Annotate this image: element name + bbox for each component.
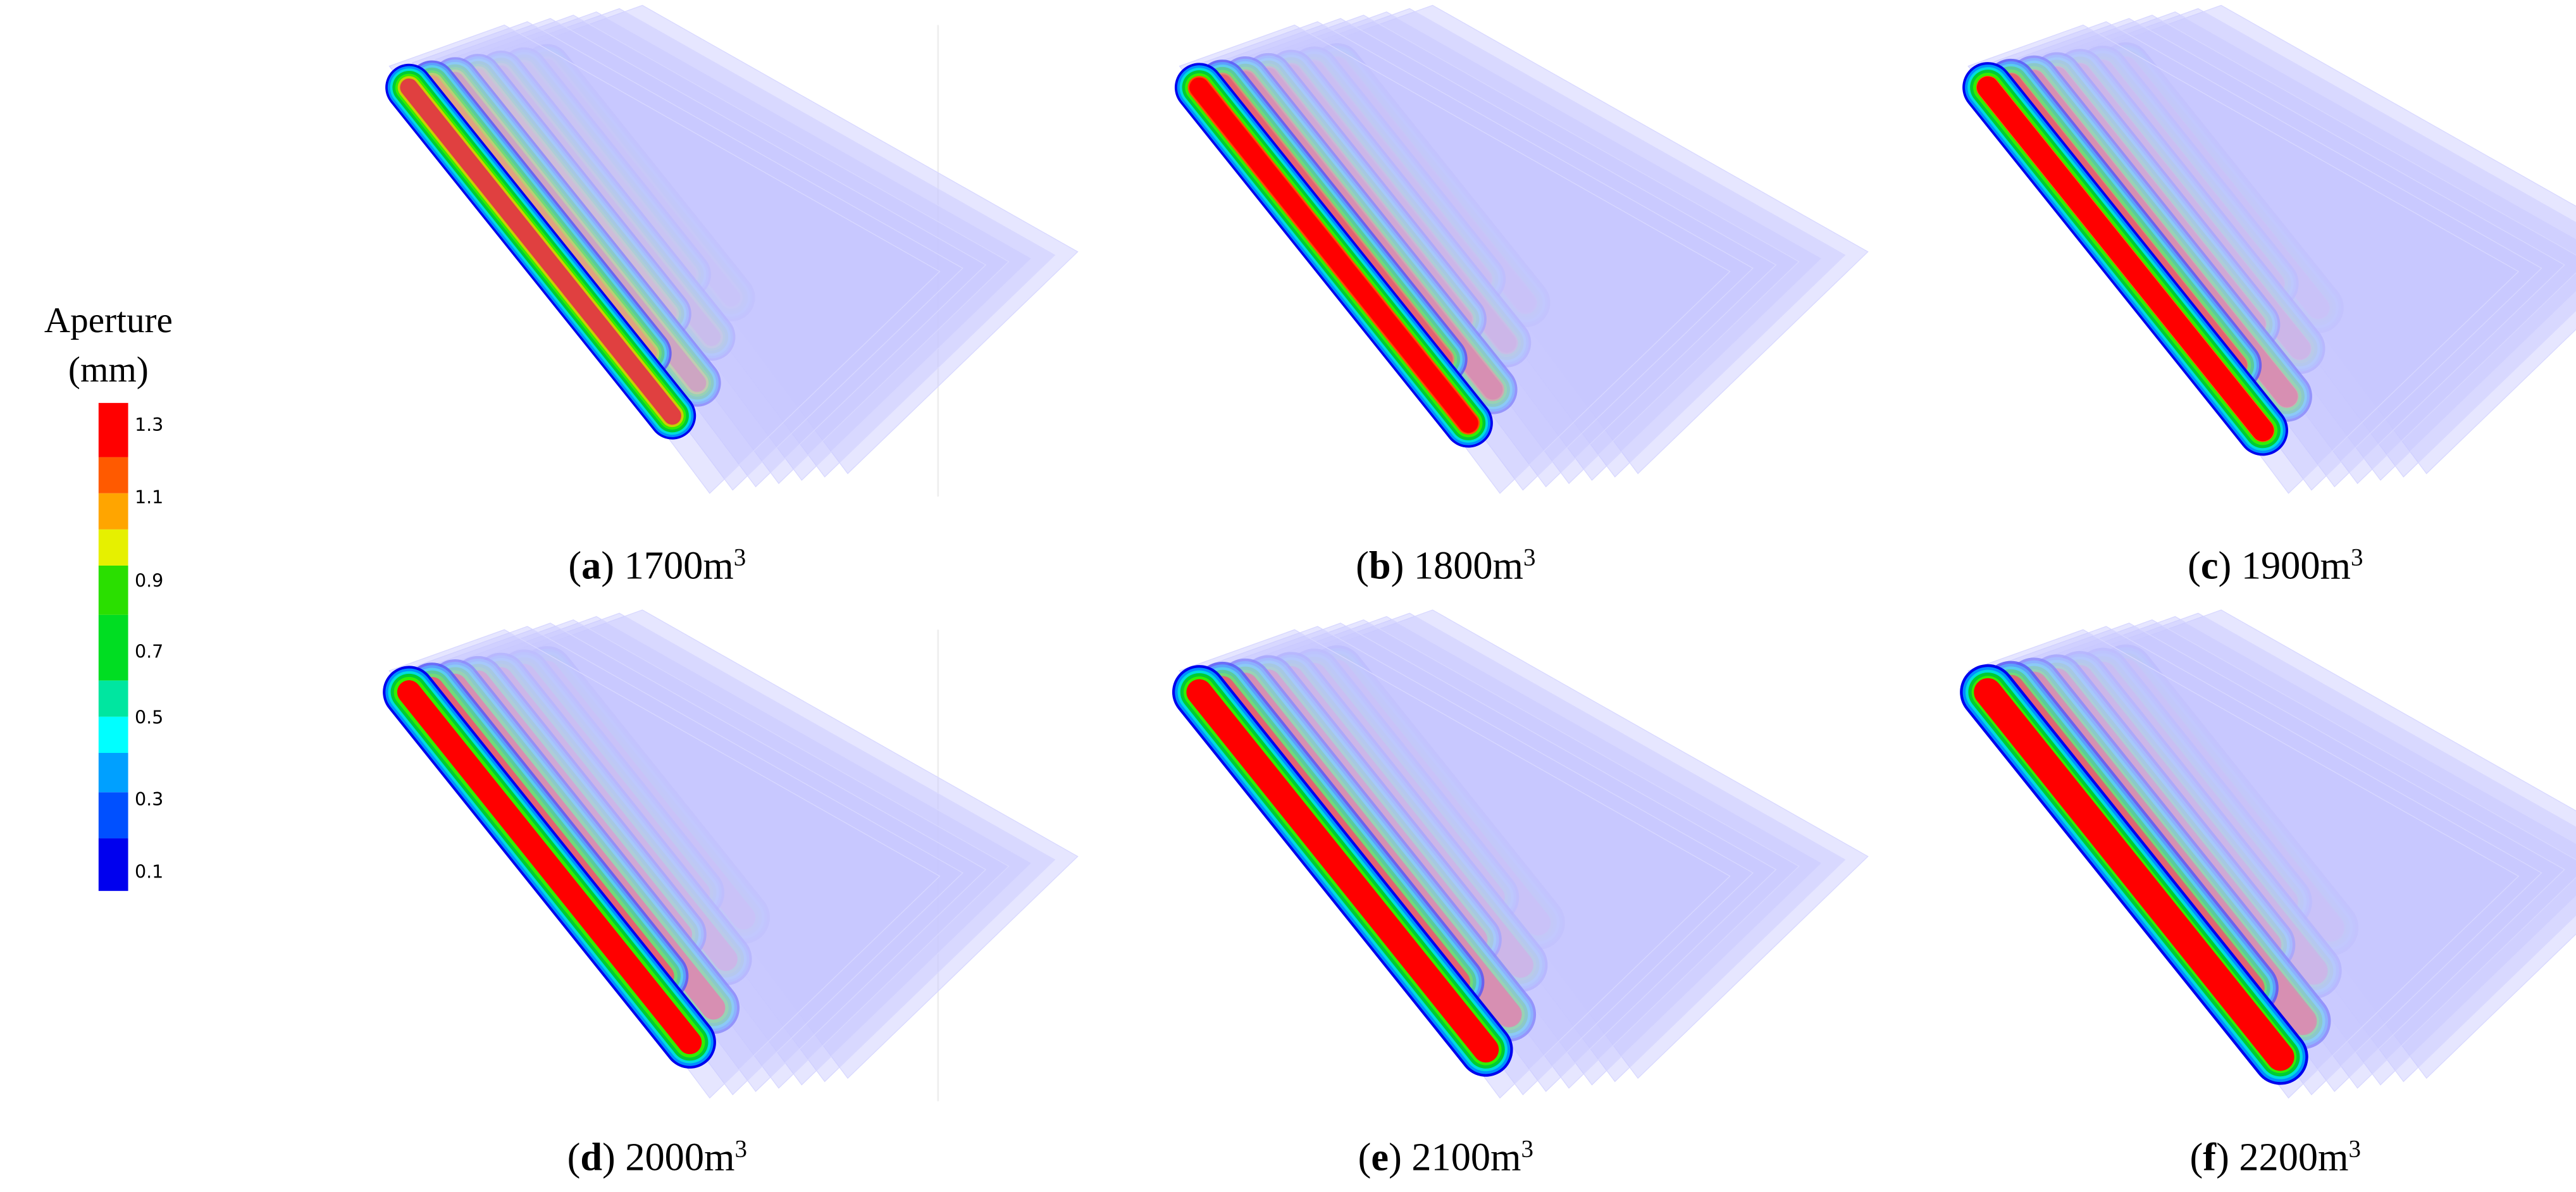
fracture-plane [385,24,941,494]
caption-part: c [2201,544,2219,588]
aperture-contour [397,680,702,1055]
color-band [98,402,128,457]
caption-part: ( [2190,1136,2203,1179]
legend-title: Aperture [44,301,173,340]
panel-caption: (b) 1800m3 [1356,543,1535,587]
caption-part: ) 2000m [602,1136,734,1179]
colorbar-tick-label: 0.9 [135,570,163,592]
panel-caption: (a) 1700m3 [568,543,746,587]
caption-part: ) 1700m [601,544,733,588]
fracture-plane [1174,24,1731,494]
color-band [98,457,128,494]
panel-caption: (d) 2000m3 [567,1135,747,1179]
color-band [98,838,128,891]
colorbar-tick-label: 1.1 [135,486,163,507]
fracture-plane [1172,629,1731,1099]
caption-part: ) 2100m [1389,1136,1521,1179]
colorbar-tick-label: 0.1 [135,860,163,882]
caption-part: e [1371,1136,1389,1179]
fracture-plane [383,629,941,1099]
colorbar-tick-label: 0.7 [135,640,163,662]
aperture-contour [1186,679,1499,1063]
fracture-render [1962,4,2576,494]
colorbar-tick-label: 0.5 [135,706,163,728]
caption-part: 3 [1521,1135,1533,1162]
caption-part: 3 [734,543,746,571]
fracture-render [385,4,1079,494]
caption-part: ( [567,1136,581,1179]
color-band [98,753,128,793]
caption-part: ( [1358,1136,1372,1179]
colorbar-tick-label: 1.3 [135,414,163,435]
fracture-render [1960,609,2576,1099]
caption-part: ) 1900m [2219,544,2351,588]
aperture-contour [400,78,681,425]
caption-part: 3 [2351,543,2363,571]
color-band [98,493,128,530]
legend-unit: (mm) [68,350,149,390]
aperture-contour [1189,77,1478,433]
color-band [98,716,128,754]
caption-part: ( [568,544,581,588]
plane [1316,4,1869,475]
color-band [98,565,128,615]
caption-part: ) 1800m [1391,544,1523,588]
panel-caption: (e) 2100m3 [1358,1135,1533,1179]
aperture-contour [1977,77,2274,442]
fracture-render [1172,609,1869,1099]
colorbar-tick-label: 0.3 [135,788,163,810]
fracture-render [383,609,1079,1099]
caption-part: a [581,544,601,588]
caption-part: ( [1356,544,1369,588]
fracture-plane [1962,24,2520,494]
caption-part: b [1369,544,1391,588]
panel-caption: (c) 1900m3 [2188,543,2363,587]
caption-part: f [2203,1136,2217,1179]
color-band [98,792,128,839]
caption-part: 3 [1523,543,1535,571]
caption-part: 3 [2349,1135,2361,1162]
color-band [98,680,128,717]
aperture-contour [1974,678,2294,1071]
fracture-render [1174,4,1869,494]
panel-caption: (f) 2200m3 [2190,1135,2361,1179]
fracture-plane [1960,629,2520,1099]
plane [526,4,1079,475]
caption-part: 3 [734,1135,746,1162]
caption-part: ( [2188,544,2201,588]
caption-part: ) 2200m [2216,1136,2348,1179]
color-band [98,529,128,566]
colorbar: Aperture (mm) [44,301,173,891]
color-band [98,614,128,681]
caption-part: d [580,1136,602,1179]
